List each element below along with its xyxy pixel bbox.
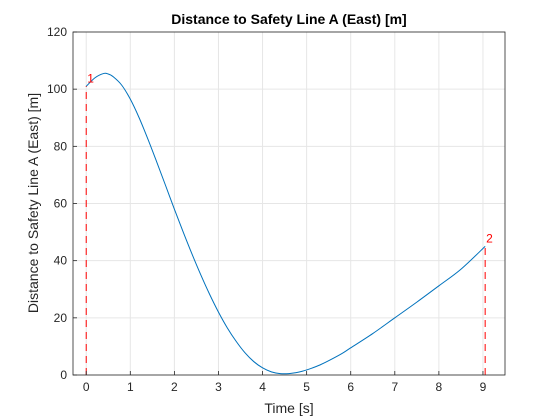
chart-title: Distance to Safety Line A (East) [m]: [171, 11, 406, 27]
marker-label: 2: [486, 231, 493, 245]
series-line: [85, 72, 486, 375]
x-tick-label: 6: [347, 380, 354, 394]
x-tick-label: 0: [83, 380, 90, 394]
x-tick-label: 8: [436, 380, 443, 394]
y-tick-label: 40: [54, 254, 68, 268]
marker-layer: 12: [85, 71, 493, 375]
x-tick-label: 3: [215, 380, 222, 394]
x-tick-label: 1: [127, 380, 134, 394]
marker-label: 1: [87, 71, 94, 85]
x-tick-label: 9: [480, 380, 487, 394]
x-tick-label: 2: [171, 380, 178, 394]
x-tick-label: 7: [391, 380, 398, 394]
y-tick-label: 80: [54, 139, 68, 153]
y-tick-label: 120: [47, 25, 67, 39]
y-tick-label: 100: [47, 82, 67, 96]
series-layer: [85, 72, 486, 375]
y-tick-label: 60: [54, 197, 68, 211]
axis-ticks: 0 1 2 3 4 5 6 7 8 9 0 20 40 60 80 100 120: [47, 25, 487, 394]
x-tick-label: 5: [303, 380, 310, 394]
x-tick-label: 4: [259, 380, 266, 394]
x-axis-label: Time [s]: [264, 400, 313, 416]
y-axis-label: Distance to Safety Line A (East) [m]: [25, 93, 41, 313]
y-tick-label: 20: [54, 311, 68, 325]
y-tick-label: 0: [60, 368, 67, 382]
